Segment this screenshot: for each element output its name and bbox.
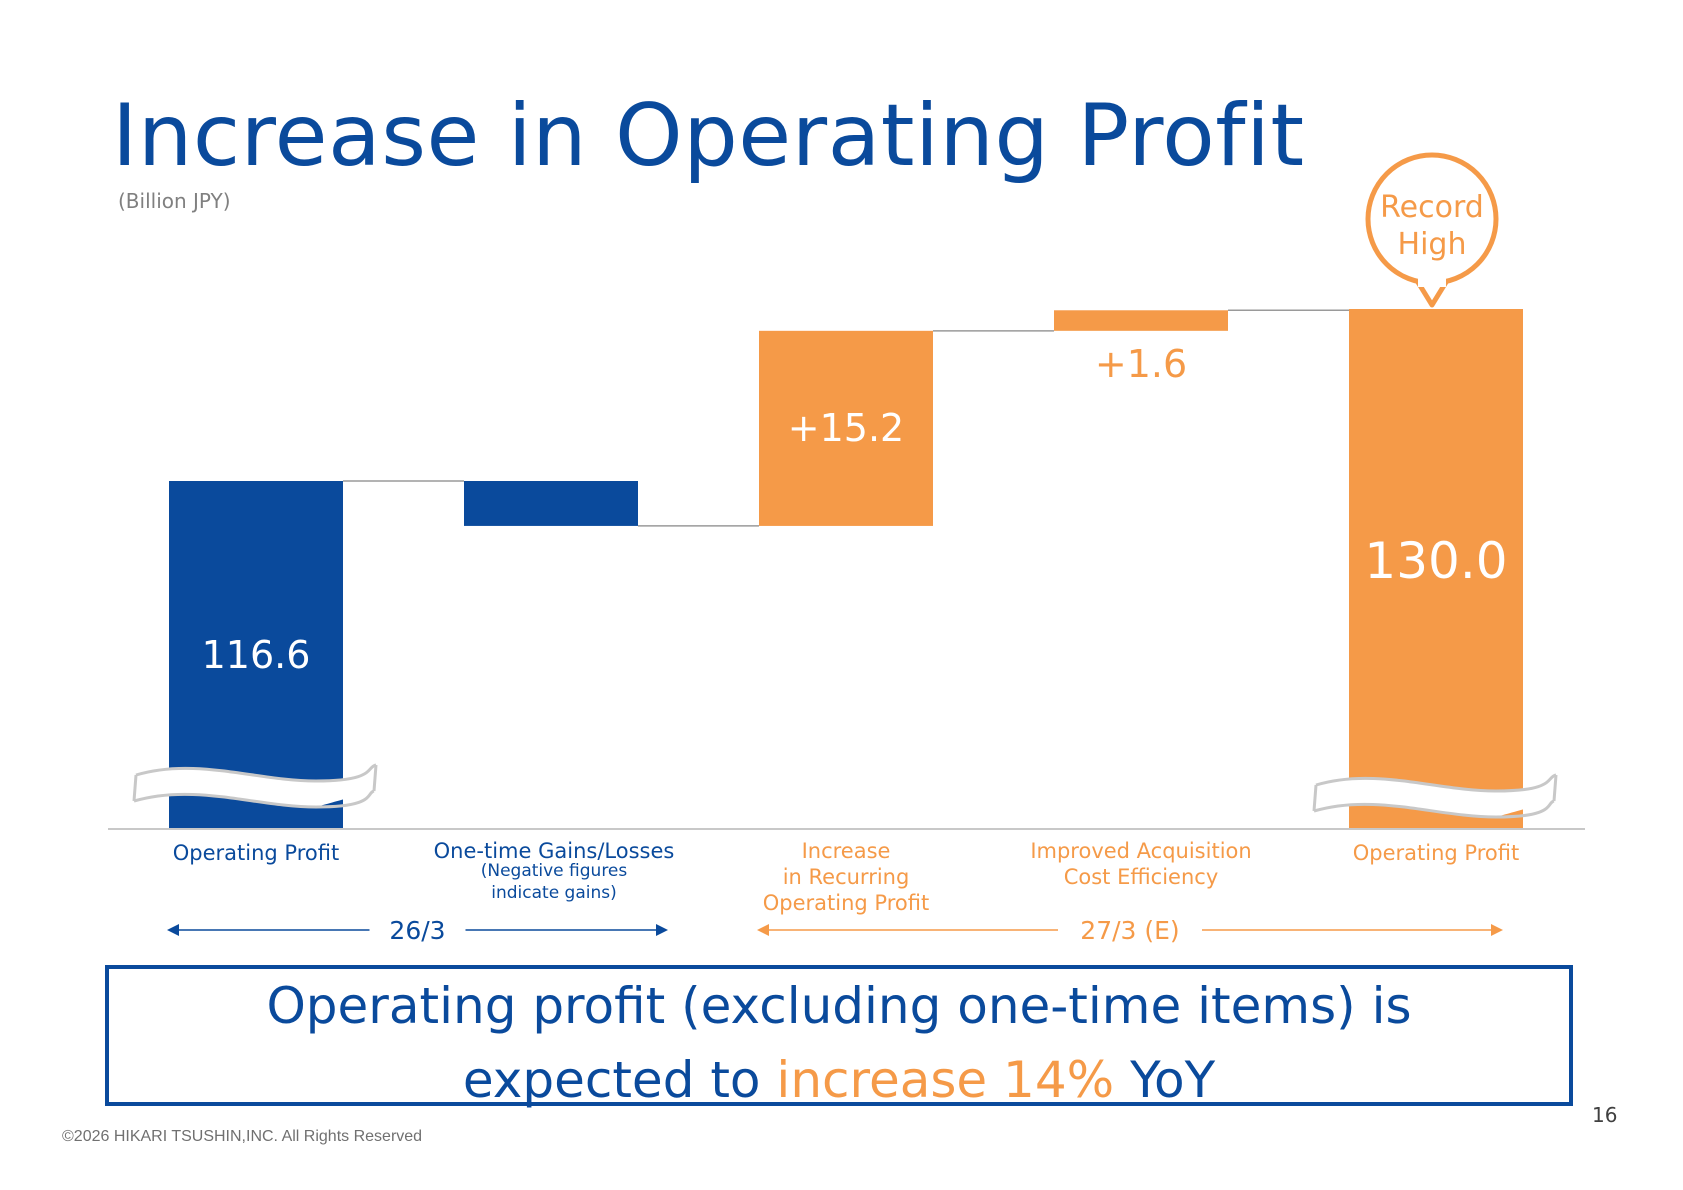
page-title: Increase in Operating Profit <box>112 86 1305 186</box>
summary-suffix: YoY <box>1114 1051 1216 1109</box>
unit-label: (Billion JPY) <box>118 189 231 213</box>
axis-break-line <box>133 789 375 809</box>
axis-break-fill <box>134 765 376 807</box>
category-label-1: One-time Gains/Losses <box>434 839 675 863</box>
badge-line-1: Record <box>1380 190 1484 225</box>
period-label: 26/3 <box>389 916 445 945</box>
summary-highlight: increase 14% <box>776 1051 1115 1109</box>
axis-break-edge <box>132 774 138 802</box>
badge-line-2: High <box>1398 227 1467 262</box>
category-label-1: indicate gains) <box>491 883 617 903</box>
category-label-1: (Negative figures <box>481 861 628 881</box>
axis-break-line <box>1313 799 1555 819</box>
value-label-4: 130.0 <box>1364 532 1507 590</box>
value-label-0: 116.6 <box>202 633 311 677</box>
value-label-2: +15.2 <box>788 406 904 450</box>
arrow-right-icon <box>1491 924 1503 936</box>
axis-break-edge <box>372 764 378 792</box>
axis-break-edge <box>1552 774 1558 802</box>
summary-line-1: Operating profit (excluding one-time ite… <box>266 977 1412 1035</box>
arrow-left-icon <box>757 924 769 936</box>
bar-4 <box>1349 309 1523 828</box>
value-label-3: +1.6 <box>1095 342 1187 386</box>
axis-break-line <box>135 763 377 783</box>
badge-pointer-mask <box>1418 275 1446 287</box>
category-label-3: Cost Efficiency <box>1064 865 1219 889</box>
bar-1 <box>464 481 638 526</box>
bar-3 <box>1054 310 1228 331</box>
waterfall-chart: 116.6 Operating Profit (3.5) One-time Gains… <box>108 152 1585 945</box>
category-label-2: in Recurring <box>783 865 910 889</box>
value-label-1: (3.5) <box>506 556 596 600</box>
page-number: 16 <box>1592 1103 1618 1127</box>
category-label-4: Operating Profit <box>1353 841 1519 865</box>
arrow-left-icon <box>167 924 179 936</box>
category-label-2: Operating Profit <box>763 891 929 915</box>
category-label-0: Operating Profit <box>173 841 339 865</box>
period-label: 27/3 (E) <box>1080 916 1179 945</box>
category-label-3: Improved Acquisition <box>1030 839 1251 863</box>
axis-break-fill <box>1314 775 1556 817</box>
category-label-2: Increase <box>802 839 891 863</box>
bar-2 <box>759 330 933 526</box>
arrow-right-icon <box>656 924 668 936</box>
summary-box: Operating profit (excluding one-time ite… <box>105 965 1573 1109</box>
axis-break-line <box>1315 773 1557 793</box>
axis-break-edge <box>1312 784 1318 812</box>
summary-prefix: expected to <box>462 1051 777 1109</box>
summary-line-2: expected to increase 14% YoY <box>109 1043 1569 1117</box>
copyright: ©2026 HIKARI TSUSHIN,INC. All Rights Res… <box>62 1128 423 1145</box>
